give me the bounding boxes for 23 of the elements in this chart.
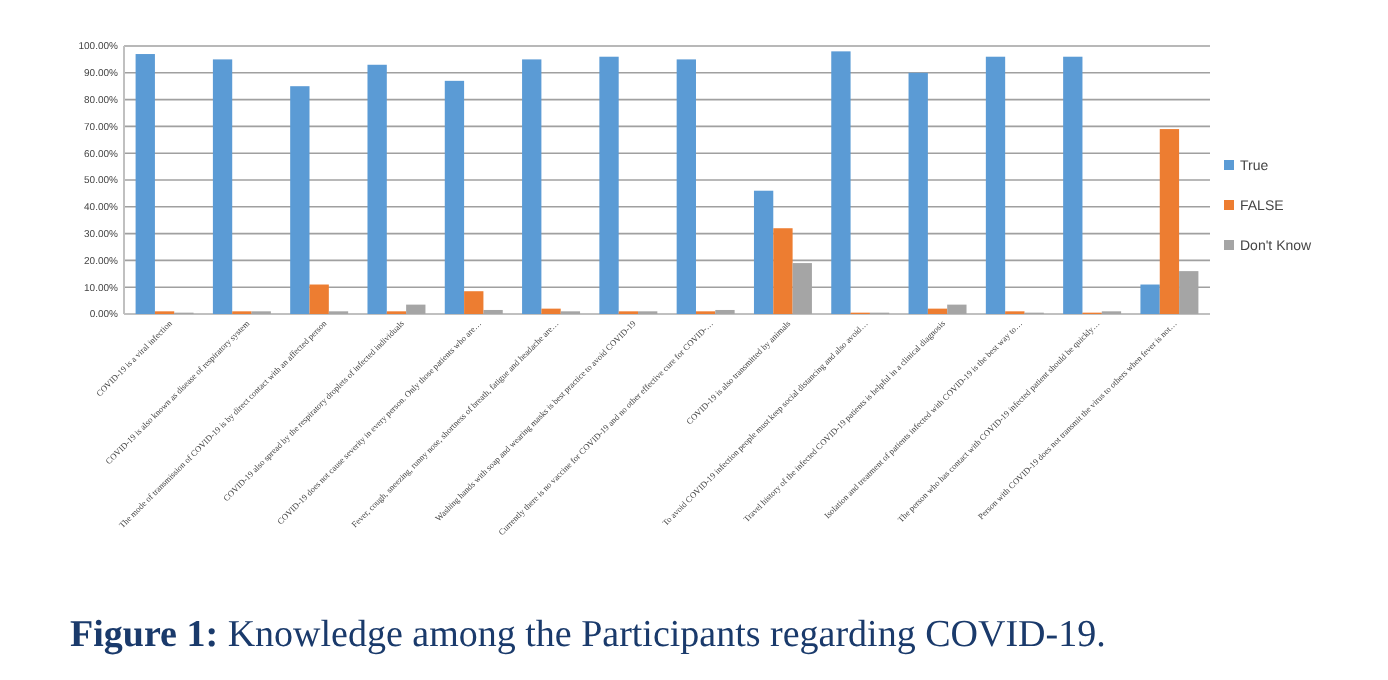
bar bbox=[1140, 284, 1160, 314]
bar bbox=[135, 54, 155, 314]
bar bbox=[406, 304, 426, 314]
bar bbox=[367, 64, 387, 314]
bar bbox=[522, 59, 542, 314]
bar bbox=[464, 291, 484, 314]
bar bbox=[927, 308, 948, 314]
bar bbox=[773, 228, 793, 314]
bar bbox=[1159, 129, 1180, 314]
bar bbox=[599, 56, 619, 314]
bar bbox=[908, 72, 928, 314]
bar bbox=[753, 190, 774, 314]
bar bbox=[309, 284, 329, 314]
bar bbox=[290, 86, 310, 314]
bar bbox=[541, 308, 561, 314]
bar bbox=[947, 304, 967, 314]
text: Figure 1: Knowledge among the Participants regarding COVID-19. bbox=[70, 614, 1106, 656]
bar bbox=[831, 51, 851, 314]
bar bbox=[985, 56, 1006, 314]
bar bbox=[212, 59, 233, 314]
bar bbox=[444, 80, 465, 314]
bar bbox=[1063, 56, 1083, 314]
bar bbox=[676, 59, 696, 314]
